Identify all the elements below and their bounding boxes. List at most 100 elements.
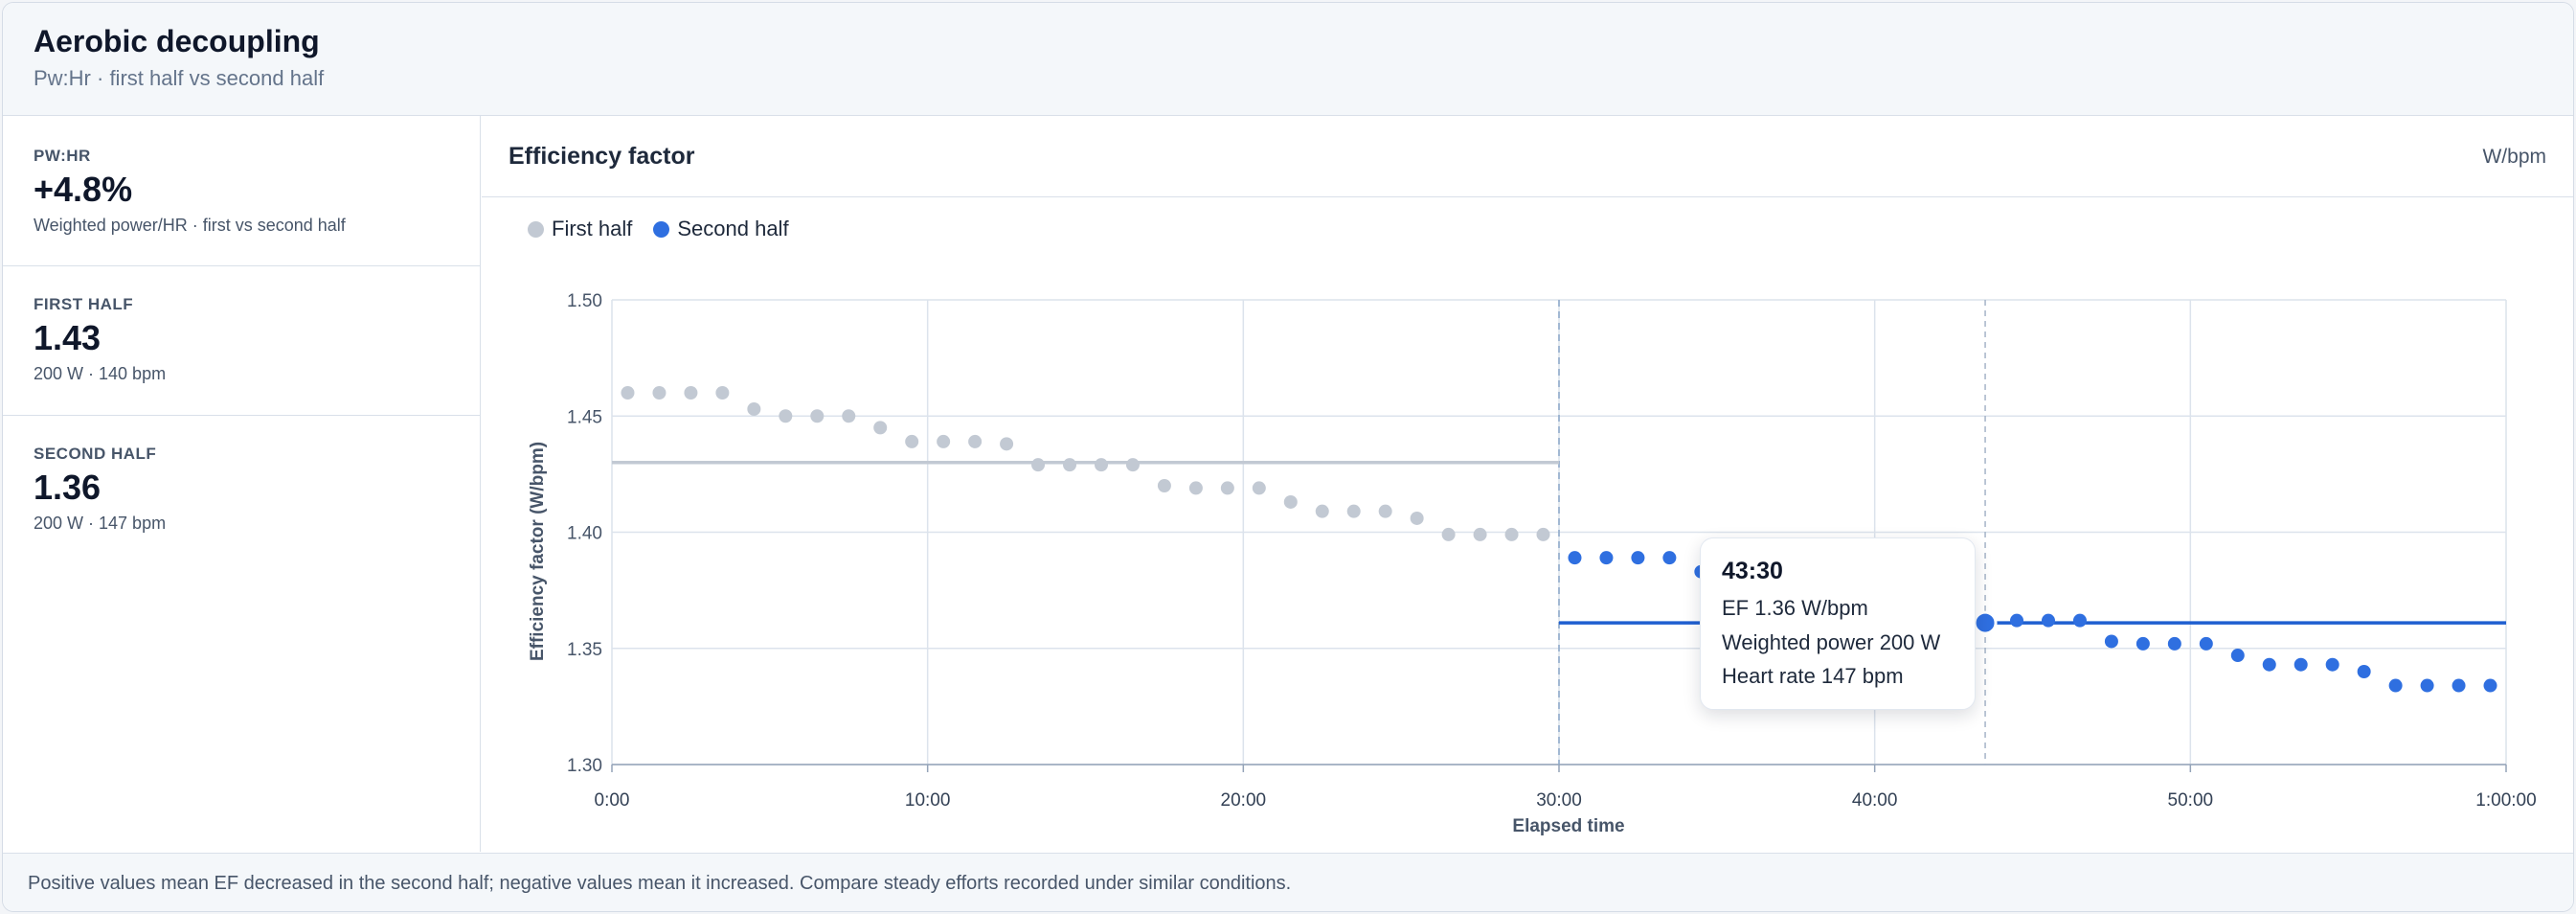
first-half-point [1283,494,1298,509]
first-half-point [937,434,951,448]
metric-detail: 200 W · 147 bpm [34,514,167,533]
metric-first-half: FIRST HALF 1.43 200 W · 140 bpm [3,266,480,416]
chart-tooltip: 43:30 EF 1.36 W/bpm Weighted power 200 W… [1700,537,1976,710]
card-header: Aerobic decoupling Pw:Hr · first half vs… [3,3,2573,116]
metric-pw-hr: PW:HR +4.8% Weighted power/HR · first vs… [3,116,480,266]
tooltip-power: Weighted power 200 W [1722,630,1941,654]
second-half-point [1662,551,1677,565]
second-half-point [2230,649,2245,663]
first-half-point [1031,458,1046,472]
first-half-point [652,386,667,400]
second-half-point [2357,665,2371,678]
tooltip-ef: EF 1.36 W/bpm [1722,596,1868,620]
second-half-point [2104,634,2118,649]
legend-item-second-half[interactable]: Second half [653,217,789,241]
tooltip-heart-rate: Heart rate 147 bpm [1722,664,1904,688]
first-half-point [905,434,919,448]
first-half-point [1157,479,1171,492]
legend-dot-first-half [528,220,544,238]
first-half-point [1410,511,1424,525]
second-half-point [1568,551,1582,565]
second-half-point [2325,657,2339,672]
legend-label: First half [552,217,633,240]
first-half-point [715,386,730,400]
x-axis-title: Elapsed time [1512,816,1624,836]
x-tick-label: 40:00 [1852,790,1898,811]
first-half-point [1063,458,1077,472]
metric-value: +4.8% [34,170,133,209]
metric-label: PW:HR [34,147,91,165]
second-half-point [2294,657,2308,672]
second-half-point [1599,551,1614,565]
first-half-point [1315,504,1329,518]
second-half-point [2199,636,2213,651]
footer-note: Positive values mean EF decreased in the… [28,873,1292,894]
x-tick-label: 1:00:00 [2475,790,2536,811]
hover-point [1973,610,1998,635]
second-half-point [2167,636,2181,651]
chart-legend: First half Second half [528,216,789,242]
x-tick-label: 0:00 [595,790,630,811]
first-half-point [1125,458,1140,472]
second-half-point [2483,678,2497,693]
legend-dot-second-half [653,220,670,238]
second-half-point [2262,657,2276,672]
first-half-point [684,386,698,400]
metric-value: 1.36 [34,468,102,507]
chart-panel-header: Efficiency factor W/bpm [482,116,2573,197]
first-half-point [1252,481,1266,495]
first-half-point [968,434,983,448]
second-half-point [2135,636,2150,651]
second-half-point [2041,613,2055,628]
metrics-sidebar: PW:HR +4.8% Weighted power/HR · first vs… [3,116,481,852]
y-tick-label: 1.30 [567,756,602,776]
page-subtitle: Pw:Hr · first half vs second half [34,66,325,90]
card-footer: Positive values mean EF decreased in the… [3,853,2573,911]
first-half-point [1188,481,1203,495]
y-tick-label: 1.35 [567,640,602,660]
y-tick-label: 1.40 [567,524,602,544]
metric-second-half: SECOND HALF 1.36 200 W · 147 bpm [3,416,480,569]
first-half-point [1000,437,1014,451]
first-half-point [1536,527,1550,541]
first-half-point [1473,527,1487,541]
first-half-point [1441,527,1456,541]
first-half-point [810,409,825,423]
metric-detail: 200 W · 140 bpm [34,364,167,383]
second-half-point [2420,678,2434,693]
first-half-point [779,409,793,423]
first-half-point [842,409,856,423]
legend-item-first-half[interactable]: First half [528,217,632,241]
first-half-point [747,401,761,416]
second-half-point [2010,613,2024,628]
first-half-point [1378,504,1392,518]
y-axis-title: Efficiency factor (W/bpm) [528,442,548,661]
second-half-point [1631,551,1645,565]
x-tick-label: 20:00 [1221,790,1267,811]
chart-title: Efficiency factor [508,143,695,170]
second-half-point [2388,678,2403,693]
chart-unit: W/bpm [2482,146,2546,168]
x-tick-label: 10:00 [905,790,951,811]
page-title: Aerobic decoupling [34,24,320,58]
x-tick-label: 30:00 [1536,790,1582,811]
efficiency-chart[interactable]: 1.30 1.35 1.40 1.45 1.50 0:00 10:00 20:00 30:00 4… [482,116,2573,852]
legend-label: Second half [677,217,789,240]
first-half-point [621,386,635,400]
y-tick-label: 1.45 [567,407,602,427]
second-half-point [2452,678,2466,693]
y-tick-label: 1.50 [567,291,602,311]
metric-detail: Weighted power/HR · first vs second half [34,216,346,235]
first-half-point [1220,481,1234,495]
second-half-point [2072,613,2087,628]
first-half-point [873,421,888,435]
metric-label: FIRST HALF [34,295,134,313]
x-tick-label: 50:00 [2168,790,2214,811]
first-half-point [1346,504,1361,518]
metric-label: SECOND HALF [34,445,157,463]
chart-panel: Efficiency factor W/bpm 1.30 1.35 1.40 1.45… [482,116,2573,852]
metric-value: 1.43 [34,318,102,357]
first-half-point [1094,458,1108,472]
first-half-point [1504,527,1519,541]
